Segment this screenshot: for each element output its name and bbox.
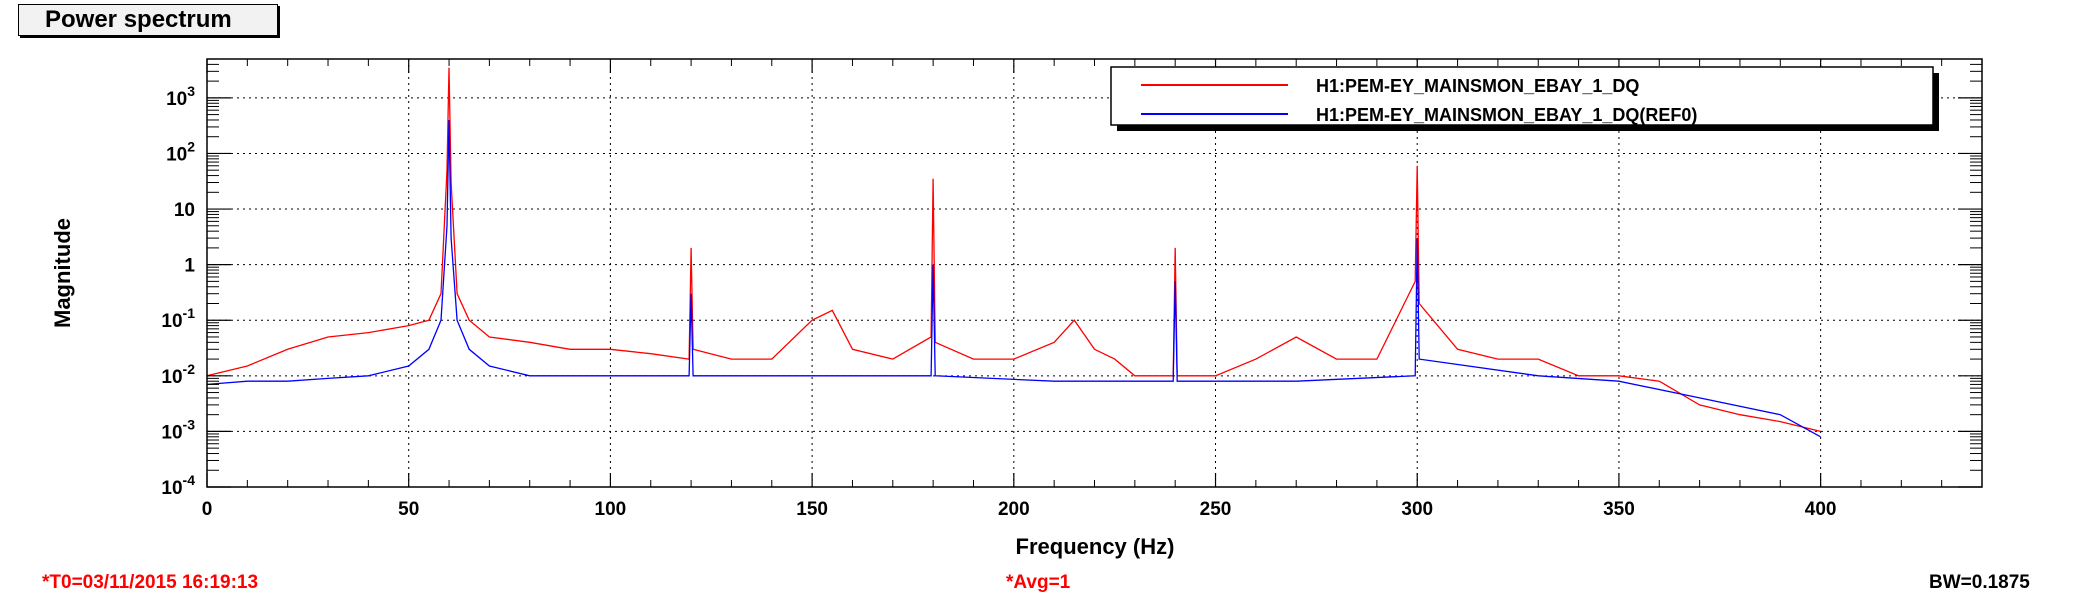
x-tick-label: 350 [1603,499,1635,520]
bandwidth-value: BW=0.1875 [1929,572,2030,593]
x-tick-label: 150 [796,499,828,520]
averages-count: *Avg=1 [1006,572,1071,593]
t0-timestamp: *T0=03/11/2015 16:19:13 [42,572,259,593]
y-tick-label: 10-4 [161,472,195,499]
x-tick-label: 50 [398,499,419,520]
x-tick-label: 400 [1805,499,1837,520]
series-line-1 [206,67,1821,433]
y-tick-label: 10-3 [161,416,195,443]
y-tick-label: 10-2 [161,361,195,388]
y-tick-label: 1 [184,256,195,277]
x-tick-label: 250 [1200,499,1232,520]
y-tick-label: 103 [166,83,195,110]
x-tick-label: 300 [1401,499,1433,520]
legend: H1:PEM-EY_MAINSMON_EBAY_1_DQ H1:PEM-EY_M… [1110,66,1939,131]
x-tick-label: 0 [202,499,213,520]
y-tick-label: 102 [166,138,195,165]
legend-label-series-2: H1:PEM-EY_MAINSMON_EBAY_1_DQ(REF0) [1316,105,1697,125]
x-tick-label: 100 [595,499,627,520]
y-tick-label: 10 [174,200,195,221]
y-tick-label: 10-1 [161,305,195,332]
series-layer [206,67,1821,438]
window-title: Power spectrum [18,4,278,36]
series-line-2 [206,119,1821,438]
legend-box [1110,66,1934,126]
y-axis-title: Magnitude [50,218,75,328]
x-tick-label: 200 [998,499,1030,520]
legend-label-series-1: H1:PEM-EY_MAINSMON_EBAY_1_DQ [1316,76,1639,96]
x-axis-title: Frequency (Hz) [1016,534,1175,559]
